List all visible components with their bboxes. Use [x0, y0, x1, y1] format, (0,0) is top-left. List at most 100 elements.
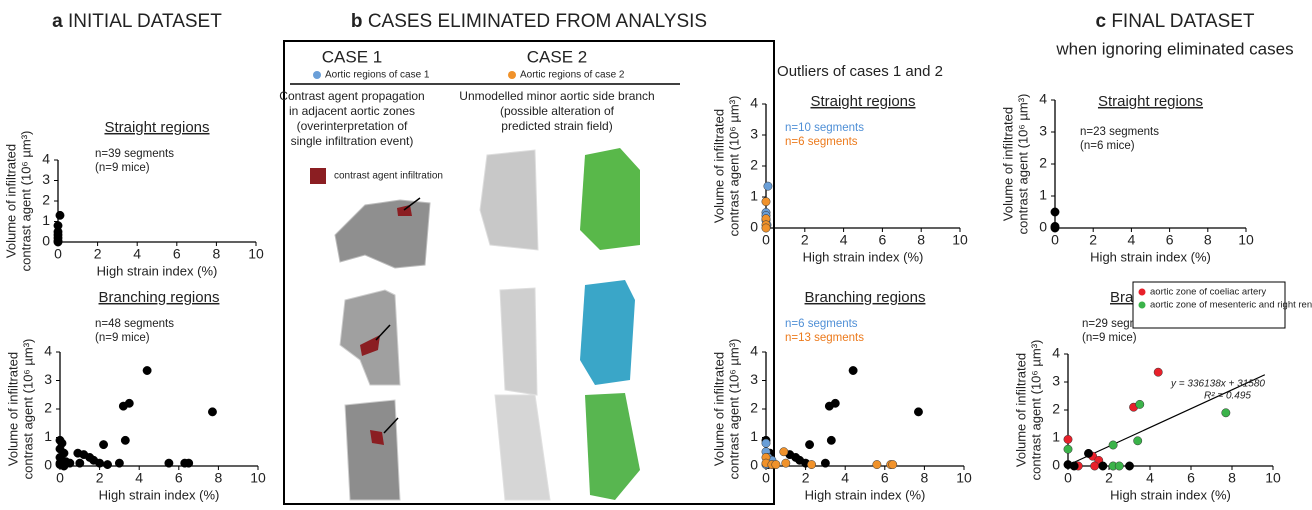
point: [1084, 449, 1092, 457]
vessel-render: [335, 200, 430, 268]
x-tick-label: 6: [1166, 232, 1174, 248]
point: [1134, 437, 1142, 445]
point: [807, 460, 815, 468]
point: [115, 459, 123, 467]
point: [185, 459, 193, 467]
annotation: (n=9 mice): [95, 332, 150, 344]
point: [95, 459, 103, 467]
x-tick-label: 2: [1105, 470, 1113, 486]
chart: Straight regionsn=23 segments(n=6 mice)0…: [1000, 91, 1254, 265]
x-tick-label: 0: [762, 232, 770, 248]
point: [782, 459, 790, 467]
panel-title: INITIAL DATASET: [68, 11, 222, 32]
panel-subtitle: when ignoring eliminated cases: [1055, 39, 1293, 58]
x-tick-label: 4: [840, 232, 848, 248]
point: [821, 459, 829, 467]
vessel-render: [340, 290, 400, 385]
annotation: n=6 segments: [785, 136, 858, 148]
x-tick-label: 10: [248, 246, 264, 262]
y-axis-label: Volume of infiltrated: [711, 109, 726, 223]
y-tick-label: 1: [42, 212, 50, 228]
x-axis-label: High strain index (%): [1090, 249, 1211, 264]
vessel-images: [335, 148, 640, 500]
key-label: contrast agent infiltration: [334, 171, 443, 182]
point: [762, 439, 770, 447]
annotation: n=23 segments: [1080, 126, 1159, 138]
chart-title: Straight regions: [1098, 93, 1203, 110]
description-line: Contrast agent propagation: [279, 89, 424, 103]
point: [1222, 409, 1230, 417]
y-tick-label: 0: [750, 457, 758, 473]
x-tick-label: 2: [1089, 232, 1097, 248]
y-tick-label: 0: [1052, 457, 1060, 473]
panel-letter: c: [1095, 11, 1106, 32]
chart-title: Straight regions: [104, 119, 209, 136]
panel-header: a INITIAL DATASET: [52, 11, 222, 32]
y-axis-label: Volume of infiltrated: [1013, 353, 1028, 467]
y-tick-label: 4: [1039, 91, 1047, 107]
point: [1051, 224, 1059, 232]
x-axis-label: High strain index (%): [97, 263, 218, 278]
x-tick-label: 8: [1204, 232, 1212, 248]
legend-dot: [1139, 289, 1146, 296]
y-tick-label: 1: [750, 188, 758, 204]
description-line: single infiltration event): [291, 134, 414, 148]
point: [1051, 208, 1059, 216]
y-tick-label: 4: [750, 95, 758, 111]
y-tick-label: 3: [750, 126, 758, 142]
y-tick-label: 0: [44, 457, 52, 473]
y-tick-label: 4: [1052, 345, 1060, 361]
x-tick-label: 8: [921, 470, 929, 486]
x-tick-label: 0: [54, 246, 62, 262]
point: [1099, 462, 1107, 470]
y-tick-label: 0: [42, 233, 50, 249]
fit-r2: R² = 0.495: [1204, 391, 1251, 402]
infiltration: [370, 430, 384, 445]
legend-dot: [508, 71, 516, 79]
x-tick-label: 6: [1187, 470, 1195, 486]
x-tick-label: 8: [917, 232, 925, 248]
point: [99, 440, 107, 448]
x-axis-label: High strain index (%): [1110, 487, 1231, 502]
y-tick-label: 4: [42, 151, 50, 167]
strain-map: [585, 393, 640, 500]
x-tick-label: 8: [1228, 470, 1236, 486]
x-tick-label: 6: [173, 246, 181, 262]
point: [827, 436, 835, 444]
y-axis-label: Volume of infiltrated: [5, 352, 20, 466]
y-tick-label: 2: [750, 157, 758, 173]
panel-title: FINAL DATASET: [1111, 11, 1255, 32]
point: [762, 224, 770, 232]
point: [914, 408, 922, 416]
point: [76, 459, 84, 467]
case-title: CASE 2: [527, 47, 587, 66]
x-tick-label: 10: [1238, 232, 1254, 248]
annotation: n=39 segments: [95, 148, 174, 160]
vessel-render: [500, 288, 537, 395]
key-swatch: [310, 168, 326, 184]
point: [1125, 462, 1133, 470]
x-tick-label: 8: [213, 246, 221, 262]
x-tick-label: 0: [1064, 470, 1072, 486]
y-axis-label: contrast agent (10⁶ µm³): [726, 96, 741, 237]
y-axis-label: contrast agent (10⁶ µm³): [20, 339, 35, 480]
y-axis-label: contrast agent (10⁶ µm³): [1015, 94, 1030, 235]
panel-letter: a: [52, 11, 63, 32]
point: [1090, 462, 1098, 470]
y-tick-label: 1: [44, 428, 52, 444]
y-axis-label: contrast agent (10⁶ µm³): [1028, 340, 1043, 481]
point: [143, 366, 151, 374]
description-line: (possible alteration of: [500, 104, 615, 118]
y-tick-label: 1: [750, 428, 758, 444]
point: [849, 366, 857, 374]
y-axis-label: contrast agent (10⁶ µm³): [18, 131, 33, 272]
y-axis-label: Volume of infiltrated: [711, 352, 726, 466]
x-axis-label: High strain index (%): [803, 249, 924, 264]
x-tick-label: 4: [133, 246, 141, 262]
description-line: predicted strain field): [501, 119, 612, 133]
annotation: n=13 segments: [785, 332, 864, 344]
